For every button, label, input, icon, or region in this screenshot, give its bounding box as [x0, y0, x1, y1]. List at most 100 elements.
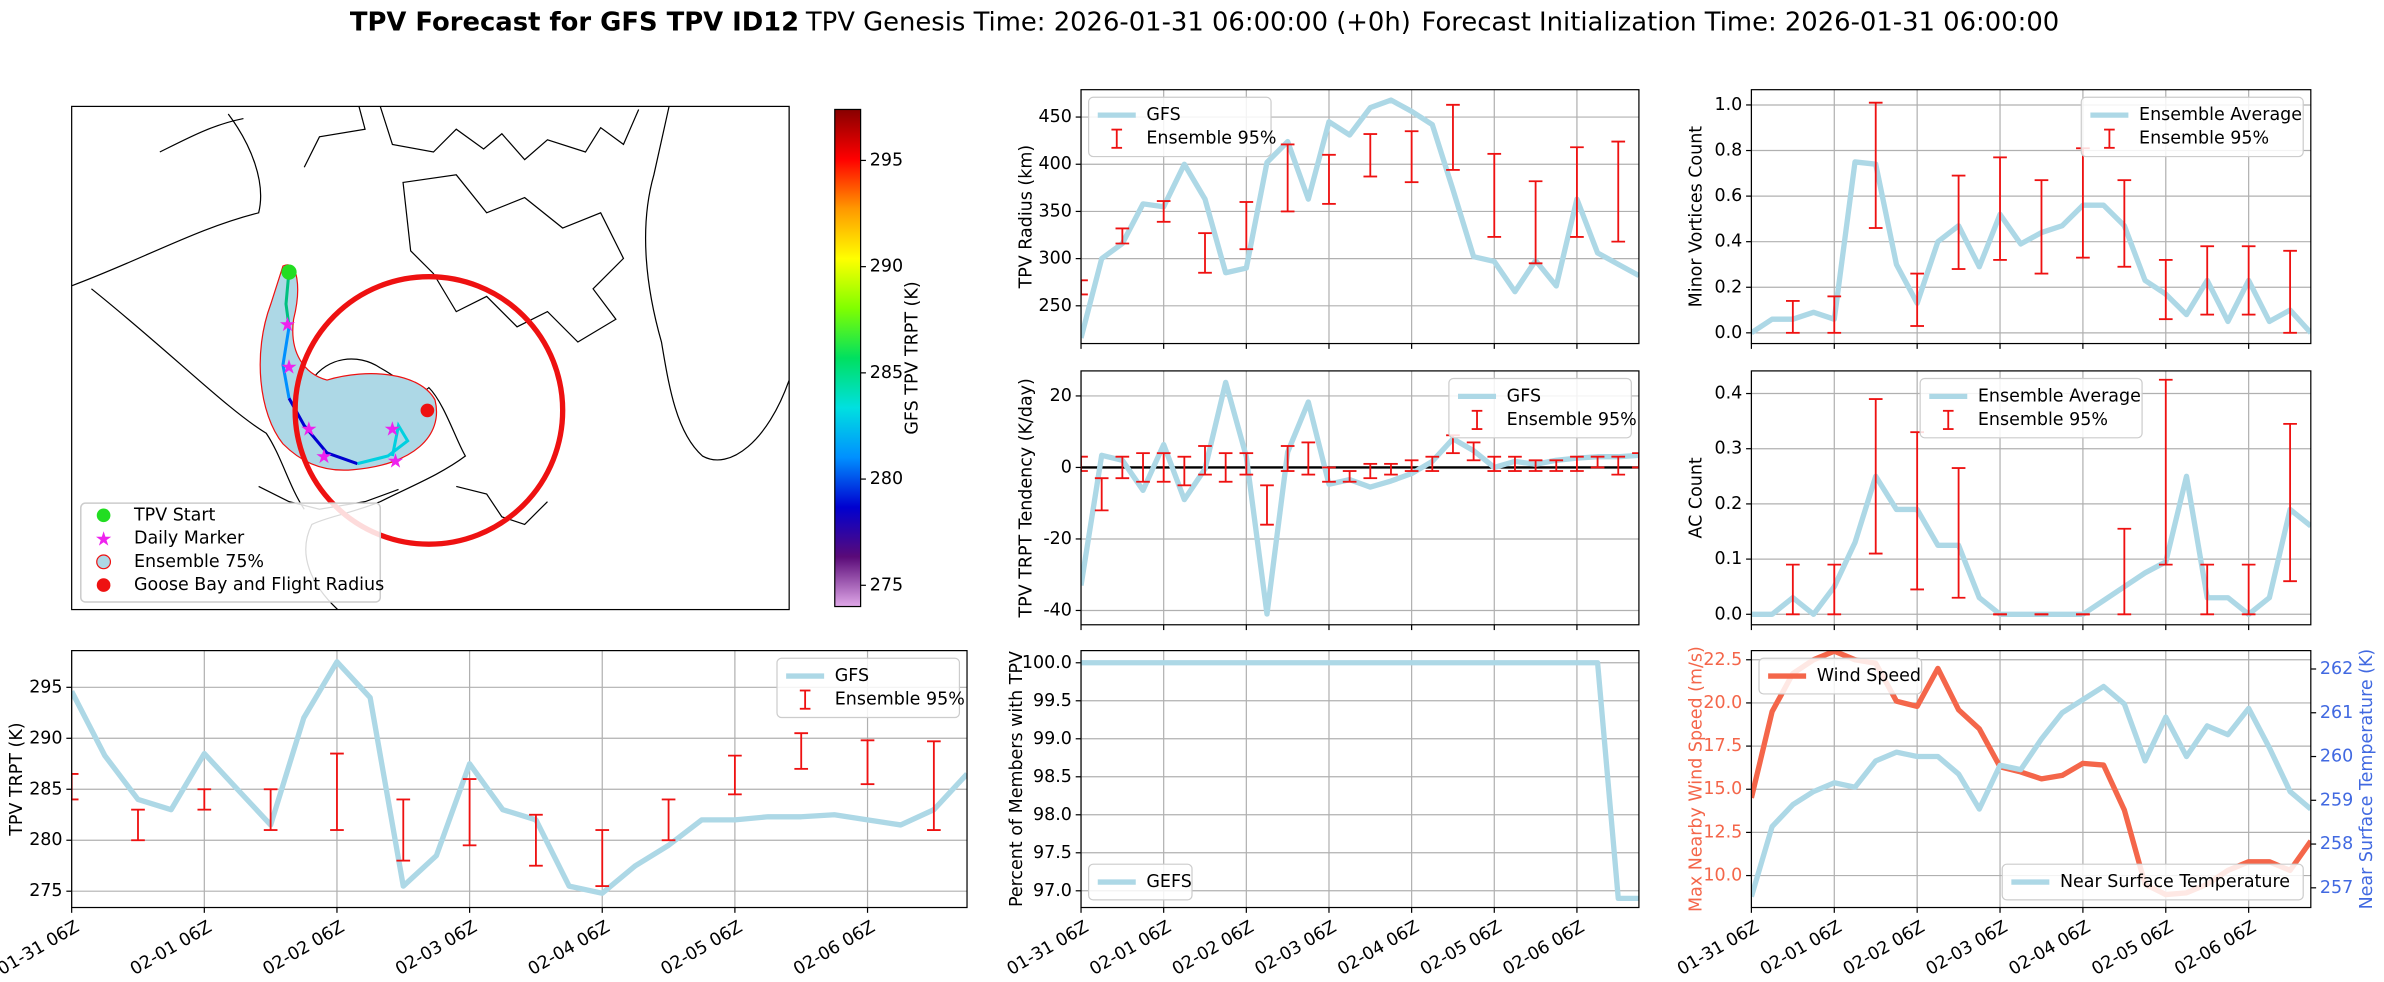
plot-area: [1751, 378, 2311, 617]
y-axis-label: TPV TRPT (K): [7, 722, 27, 836]
y-tick-label: 285: [29, 779, 62, 799]
y-tick-label: 98.5: [1033, 767, 1072, 787]
legend-label: GFS: [835, 666, 869, 686]
y-tick-label: 99.5: [1033, 691, 1072, 711]
x-tick-label: 01-31 06Z: [1004, 917, 1092, 980]
legend-box: [776, 657, 961, 719]
genesis-time: TPV Genesis Time: 2026-01-31 06:00:00 (+…: [805, 7, 1411, 37]
daily-marker: ★: [315, 445, 333, 468]
axes-frame: [71, 650, 968, 909]
y-tick-label: 0.8: [1715, 141, 1743, 161]
axes-frame: [1750, 370, 2312, 626]
y-tick-label: 97.0: [1033, 881, 1072, 901]
colorbar-label: GFS TPV TRPT (K): [902, 281, 922, 434]
legend-label: TPV Start: [133, 505, 216, 525]
x-tick-label: 02-02 06Z: [1169, 917, 1257, 980]
series-line: [1081, 379, 1639, 617]
daily-markers: ★ ★ ★ ★ ★ ★: [279, 313, 405, 473]
series-line: [1751, 159, 2311, 336]
x-tick-label: 02-04 06Z: [525, 917, 613, 980]
legend-marker: [96, 508, 111, 523]
y-tick-label: 0.6: [1715, 186, 1743, 206]
x-tick-label: 02-06 06Z: [790, 917, 878, 980]
x-tick-label: 02-05 06Z: [2088, 917, 2176, 980]
y-axis-label: Max Nearby Wind Speed (m/s): [1687, 646, 1707, 912]
axes-frame: [1750, 89, 2312, 345]
y-tick-label: 0.2: [1715, 494, 1743, 514]
y-tick-label: 15.0: [1703, 779, 1742, 799]
y-tick-label: 12.5: [1703, 822, 1742, 842]
series-line: [1751, 683, 2311, 898]
y-tick-label: 0.1: [1715, 549, 1743, 569]
y-tick-label: 10.0: [1703, 866, 1742, 886]
goose-bay: [420, 403, 435, 418]
y-tick-label: 0.4: [1715, 384, 1743, 404]
y-tick-label: -40: [1043, 600, 1072, 620]
legend-label: Wind Speed: [1817, 666, 1921, 686]
x-tick-label: 02-03 06Z: [1923, 917, 2011, 980]
x-tick-label: 01-31 06Z: [1674, 917, 1762, 980]
y2-tick-label: 260: [2320, 747, 2353, 767]
legend-label: Near Surface Temperature: [2060, 872, 2290, 892]
border-line: [91, 288, 305, 510]
daily-marker: ★: [280, 355, 298, 378]
y2-tick-label: 258: [2320, 834, 2353, 854]
axes-frame: [1080, 370, 1640, 626]
y-tick-label: 0.4: [1715, 232, 1743, 252]
y-tick-label: 20.0: [1703, 693, 1742, 713]
axes-frame: [1080, 650, 1640, 909]
panel: -40 -20 0 20 TPV TRPT Tendency (K/day) GFS Ens…: [1016, 370, 1640, 631]
axes-frame: [1080, 89, 1640, 345]
legend-label: Ensemble 95%: [1507, 410, 1637, 430]
series-line: [1081, 660, 1639, 902]
x-tick-label: 02-01 06Z: [127, 917, 215, 980]
y2-axis-label: Near Surface Temperature (K): [2357, 649, 2377, 910]
plot-area: [1751, 101, 2311, 336]
plot-area: [1081, 379, 1639, 617]
daily-marker: ★: [279, 313, 297, 336]
y-axis-label: TPV Radius (km): [1016, 145, 1036, 290]
x-tick-label: 02-06 06Z: [2171, 917, 2259, 980]
y-tick-label: 0.0: [1715, 604, 1743, 624]
y-tick-label: 250: [1039, 296, 1072, 316]
y-tick-label: 0: [1061, 457, 1072, 477]
x-tick-label: 02-06 06Z: [1500, 917, 1588, 980]
colorbar-tick-label: 295: [870, 150, 903, 170]
y-tick-label: 1.0: [1715, 95, 1743, 115]
map-frame: [71, 105, 790, 611]
x-tick-label: 02-05 06Z: [658, 917, 746, 980]
daily-marker: ★: [384, 418, 402, 441]
x-tick-label: 02-03 06Z: [392, 917, 480, 980]
y2-tick-label: 261: [2320, 703, 2353, 723]
legend-box: [1919, 377, 2143, 439]
ensemble-region: [259, 264, 438, 471]
y-tick-label: -20: [1043, 529, 1072, 549]
tpv-start: [281, 264, 297, 280]
legend-box: [2001, 863, 2304, 901]
arctic-islands: [303, 106, 640, 168]
y-tick-label: 22.5: [1703, 650, 1742, 670]
y-tick-label: 0.2: [1715, 277, 1743, 297]
init-time: Forecast Initialization Time: 2026-01-31…: [1422, 7, 2060, 37]
legend-box: [2080, 96, 2304, 158]
x-tick-label: 02-04 06Z: [2006, 917, 2094, 980]
y-tick-label: 280: [29, 830, 62, 850]
x-tick-label: 02-02 06Z: [1840, 917, 1928, 980]
x-tick-label: 01-31 06Z: [0, 917, 83, 980]
y-tick-label: 100.0: [1022, 653, 1072, 673]
colorbar: [834, 108, 862, 608]
colorbar-tick-label: 275: [870, 575, 903, 595]
greenland: [645, 106, 790, 461]
y-axis-label: AC Count: [1687, 457, 1707, 538]
x-tick-label: 02-04 06Z: [1334, 917, 1422, 980]
x-tick-label: 02-05 06Z: [1417, 917, 1505, 980]
map-legend: [80, 502, 382, 603]
panel: 0.0 0.1 0.2 0.3 0.4 AC Count Ensemble Average E…: [1687, 370, 2312, 631]
y-tick-label: 0.3: [1715, 439, 1743, 459]
colorbar-tick-label: 285: [870, 363, 903, 383]
y-tick-label: 400: [1039, 154, 1072, 174]
legend-marker: [96, 554, 112, 570]
coast: [71, 113, 262, 287]
